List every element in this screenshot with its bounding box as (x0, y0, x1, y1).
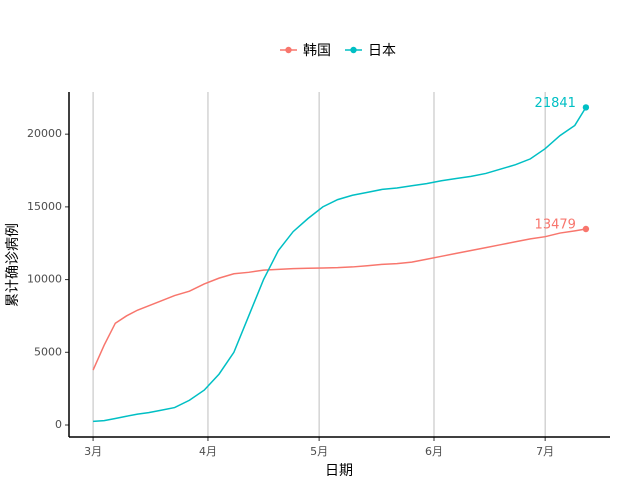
x-tick-label: 3月 (84, 445, 102, 458)
end-point (582, 104, 590, 111)
y-tick-label: 0 (55, 418, 62, 431)
legend-label: 日本 (368, 43, 396, 59)
legend-label: 韩国 (303, 43, 331, 59)
x-tick-label: 4月 (199, 445, 217, 458)
y-tick-label: 10000 (27, 273, 62, 286)
x-tick-label: 6月 (425, 445, 443, 458)
y-tick-label: 5000 (34, 345, 62, 358)
y-tick-label: 20000 (27, 127, 62, 140)
x-axis-title: 日期 (325, 463, 353, 479)
series-line (92, 228, 587, 371)
x-tick-label: 5月 (310, 445, 328, 458)
y-tick-label: 15000 (27, 200, 62, 213)
legend-swatch (285, 46, 292, 54)
end-label: 13479 (535, 217, 576, 232)
end-label: 21841 (535, 96, 576, 111)
x-tick-label: 7月 (536, 445, 554, 458)
series-line (93, 107, 587, 423)
end-point (582, 225, 590, 233)
legend-swatch (350, 46, 357, 54)
y-axis-title: 累计确诊病例 (5, 223, 21, 307)
